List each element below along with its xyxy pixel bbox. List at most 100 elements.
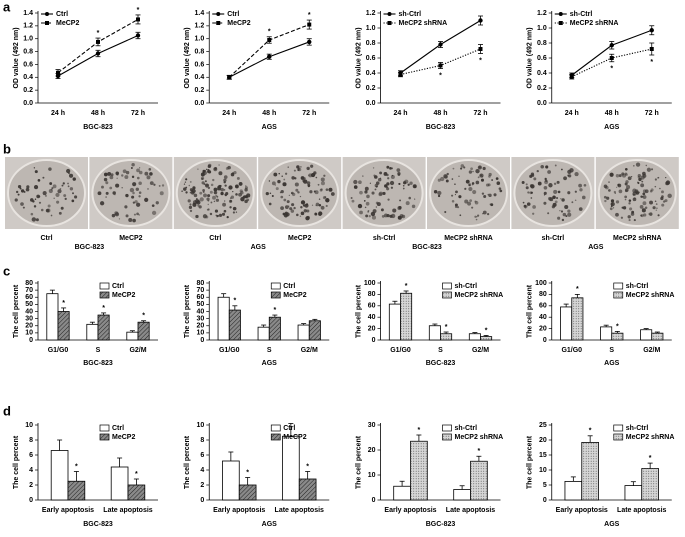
y-tick-label: 1.0 xyxy=(195,36,205,43)
colony xyxy=(482,166,486,171)
colony xyxy=(204,180,207,183)
colony xyxy=(228,185,233,190)
y-axis-label: OD value (492 nm) xyxy=(13,27,20,88)
bar-pattern xyxy=(299,479,317,500)
colony xyxy=(216,195,219,198)
colony xyxy=(657,214,660,217)
colony xyxy=(101,185,104,189)
colony xyxy=(327,200,329,202)
colony xyxy=(549,197,554,202)
colony xyxy=(474,200,477,203)
colony xyxy=(397,171,401,176)
colony xyxy=(616,186,618,189)
y-tick-label: 0.2 xyxy=(23,87,33,94)
colony xyxy=(309,190,313,194)
colony xyxy=(218,164,220,166)
y-tick-label: 8 xyxy=(200,437,204,444)
colony xyxy=(195,199,200,204)
colony xyxy=(640,214,644,218)
legend-label: sh-Ctrl xyxy=(455,425,478,432)
y-tick-label: 0.8 xyxy=(366,40,376,47)
colony xyxy=(192,186,196,190)
colony xyxy=(103,172,108,177)
colony xyxy=(205,168,208,171)
colony xyxy=(624,189,628,193)
colony xyxy=(235,211,238,213)
marker xyxy=(267,54,272,59)
colony xyxy=(386,165,390,169)
colony xyxy=(138,170,143,175)
colony xyxy=(667,193,672,199)
colony xyxy=(440,176,445,182)
colony xyxy=(468,184,471,186)
y-tick-label: 5 xyxy=(543,482,547,489)
colony xyxy=(25,187,30,192)
colony xyxy=(148,168,152,171)
x-axis-label: AGS xyxy=(604,360,620,367)
colony xyxy=(233,170,237,175)
colony xyxy=(630,175,633,178)
colony xyxy=(565,215,568,218)
colony-label: MeCP2 shRNA xyxy=(444,235,493,242)
y-tick-label: 20 xyxy=(539,437,547,444)
colony xyxy=(209,190,213,194)
legend-label: sh-Ctrl xyxy=(399,11,422,18)
colony xyxy=(132,191,135,195)
significance: * xyxy=(308,12,311,19)
y-tick-label: 80 xyxy=(25,280,33,287)
y-tick-label: 10 xyxy=(196,330,204,337)
colony xyxy=(409,181,413,185)
legend-label: MeCP2 xyxy=(283,292,306,299)
colony xyxy=(280,195,284,199)
colony xyxy=(396,168,401,173)
colony xyxy=(363,200,366,202)
panel-label: a xyxy=(3,0,11,14)
colony xyxy=(521,181,525,185)
colony xyxy=(379,171,383,175)
colony xyxy=(571,201,574,204)
colony xyxy=(300,200,306,205)
bar xyxy=(624,485,643,501)
colony xyxy=(522,201,525,204)
y-tick-label: 40 xyxy=(25,308,33,315)
colony xyxy=(206,208,209,211)
colony xyxy=(477,214,480,217)
colony xyxy=(625,173,628,176)
colony xyxy=(220,191,224,196)
bar-pattern xyxy=(470,461,488,500)
y-tick-label: 0 xyxy=(543,497,547,504)
colony xyxy=(289,207,293,211)
colony xyxy=(121,174,124,177)
y-tick-label: 60 xyxy=(368,303,376,310)
colony xyxy=(136,212,139,216)
colony xyxy=(63,194,67,198)
significance: * xyxy=(246,469,249,476)
colony xyxy=(530,184,535,189)
colony xyxy=(181,190,183,193)
colony xyxy=(627,176,632,181)
colony xyxy=(470,167,473,171)
colony xyxy=(223,189,226,191)
colony xyxy=(209,212,213,216)
colony xyxy=(159,191,164,196)
colony xyxy=(433,190,438,194)
colony xyxy=(481,175,484,178)
colony xyxy=(458,175,460,178)
colony xyxy=(353,179,358,185)
colony xyxy=(353,185,358,189)
colony xyxy=(376,202,381,207)
x-tick-label: S xyxy=(609,347,614,354)
legend-marker xyxy=(558,12,563,16)
colony xyxy=(215,198,220,202)
y-tick-label: 50 xyxy=(25,301,33,308)
colony xyxy=(313,171,317,175)
colony xyxy=(609,207,613,211)
colony xyxy=(189,181,192,183)
colony xyxy=(495,177,499,180)
legend-label: Ctrl xyxy=(283,425,295,432)
colony xyxy=(639,205,644,209)
colony xyxy=(58,211,62,215)
colony xyxy=(537,181,542,186)
colony xyxy=(229,206,232,209)
colony xyxy=(138,181,142,185)
